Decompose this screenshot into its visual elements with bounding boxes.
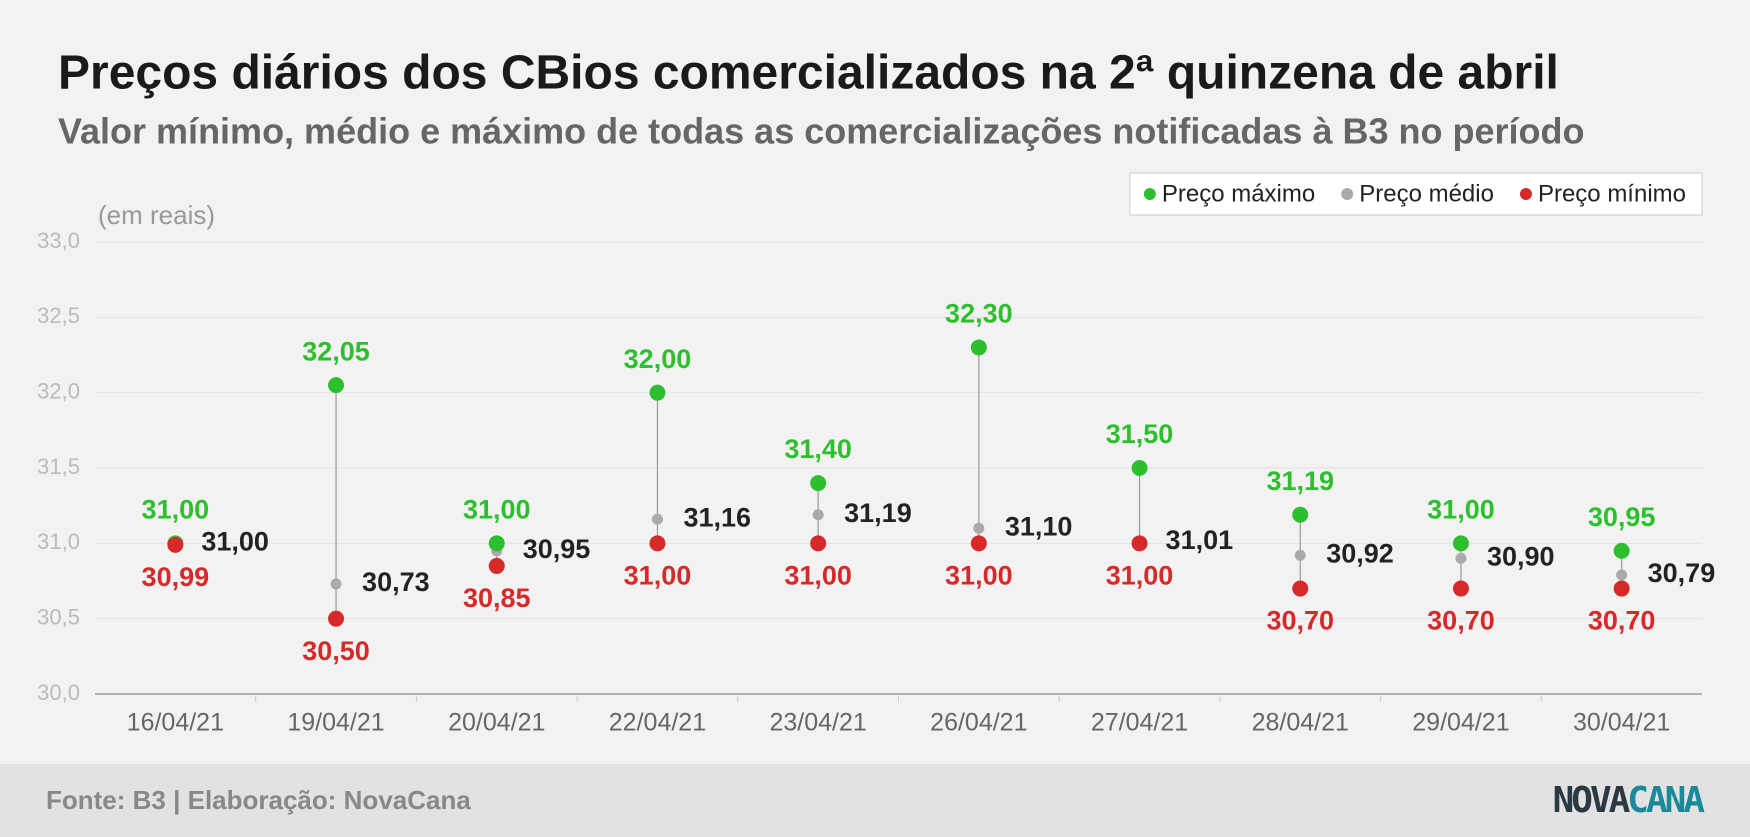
point	[1131, 535, 1148, 552]
unit-label: (em reais)	[98, 200, 215, 230]
value-label: 31,16	[683, 502, 751, 532]
point	[167, 536, 184, 553]
point	[488, 535, 505, 552]
value-label: 32,30	[945, 299, 1013, 329]
logo: NOVACANA	[1553, 780, 1706, 821]
x-tick-label: 16/04/21	[127, 709, 224, 737]
y-tick-label: 33,0	[37, 228, 80, 253]
x-tick-label: 20/04/21	[448, 709, 545, 737]
logo-left: NOVA	[1553, 780, 1631, 821]
value-label: 31,00	[463, 494, 531, 524]
x-tick-label: 28/04/21	[1252, 709, 1349, 737]
source: Fonte: B3 | Elaboração: NovaCana	[46, 785, 471, 815]
value-label: 31,00	[142, 494, 210, 524]
value-label: 31,10	[1005, 511, 1073, 541]
point	[970, 339, 987, 356]
point	[1613, 580, 1630, 597]
point	[651, 513, 663, 525]
point	[970, 535, 987, 552]
value-label: 31,01	[1166, 525, 1234, 555]
chart-title: Preços diários dos CBios comercializados…	[58, 47, 1559, 100]
value-label: 31,00	[1427, 494, 1495, 524]
x-tick-label: 27/04/21	[1091, 709, 1188, 737]
point	[328, 610, 345, 627]
point	[328, 377, 345, 394]
x-tick-label: 19/04/21	[287, 709, 384, 737]
value-label: 30,95	[523, 534, 591, 564]
legend-marker	[1143, 188, 1156, 200]
value-label: 32,00	[624, 344, 692, 374]
legend-marker	[1341, 188, 1354, 200]
value-label: 30,90	[1487, 542, 1555, 572]
value-label: 30,70	[1266, 606, 1334, 636]
y-tick-label: 31,0	[37, 529, 80, 554]
value-label: 31,50	[1106, 419, 1174, 449]
x-tick-label: 30/04/21	[1573, 709, 1670, 737]
point	[812, 509, 824, 521]
value-label: 30,95	[1588, 502, 1656, 532]
point	[1452, 580, 1469, 597]
x-tick-label: 26/04/21	[930, 709, 1027, 737]
value-label: 31,19	[1266, 466, 1334, 496]
value-label: 30,70	[1427, 606, 1495, 636]
point	[1294, 549, 1306, 561]
legend-label: Preço máximo	[1162, 180, 1315, 207]
y-tick-label: 30,5	[37, 604, 80, 629]
point	[1455, 552, 1467, 564]
point	[1613, 542, 1630, 559]
value-label: 30,92	[1326, 539, 1394, 569]
value-label: 30,85	[463, 583, 531, 613]
legend-box	[1129, 172, 1703, 216]
x-tick-label: 22/04/21	[609, 709, 706, 737]
point	[330, 578, 342, 590]
point	[1452, 535, 1469, 552]
value-label: 31,00	[201, 526, 269, 556]
value-label: 31,40	[784, 434, 852, 464]
chart-subtitle: Valor mínimo, médio e máximo de todas as…	[58, 111, 1584, 152]
point	[810, 535, 827, 552]
value-label: 32,05	[302, 336, 370, 366]
x-tick-label: 29/04/21	[1412, 709, 1509, 737]
value-label: 31,00	[1106, 560, 1174, 590]
value-label: 31,00	[784, 560, 852, 590]
legend: Preço máximo Preço médio Preço mínimo	[1129, 172, 1703, 216]
value-label: 30,70	[1588, 606, 1656, 636]
point	[1616, 569, 1628, 581]
point	[973, 522, 985, 534]
point	[810, 475, 827, 492]
x-tick-label: 23/04/21	[769, 709, 866, 737]
point	[488, 557, 505, 574]
y-tick-label: 32,5	[37, 303, 80, 328]
point	[1292, 506, 1309, 523]
value-label: 31,19	[844, 498, 912, 528]
footer-band	[0, 764, 1750, 837]
logo-right: CANA	[1627, 780, 1705, 821]
legend-label: Preço mínimo	[1538, 180, 1686, 207]
point	[649, 384, 666, 401]
y-tick-label: 31,5	[37, 454, 80, 479]
value-label: 30,50	[302, 636, 370, 666]
y-tick-label: 32,0	[37, 378, 80, 403]
value-label: 30,99	[142, 562, 210, 592]
legend-marker	[1519, 188, 1532, 200]
legend-label: Preço médio	[1359, 180, 1494, 207]
value-label: 30,79	[1648, 558, 1716, 588]
point	[649, 535, 666, 552]
value-label: 31,00	[624, 560, 692, 590]
value-label: 30,73	[362, 567, 430, 597]
point	[1131, 460, 1148, 476]
value-label: 31,00	[945, 560, 1013, 590]
y-tick-label: 30,0	[37, 680, 80, 705]
point	[1292, 580, 1309, 597]
